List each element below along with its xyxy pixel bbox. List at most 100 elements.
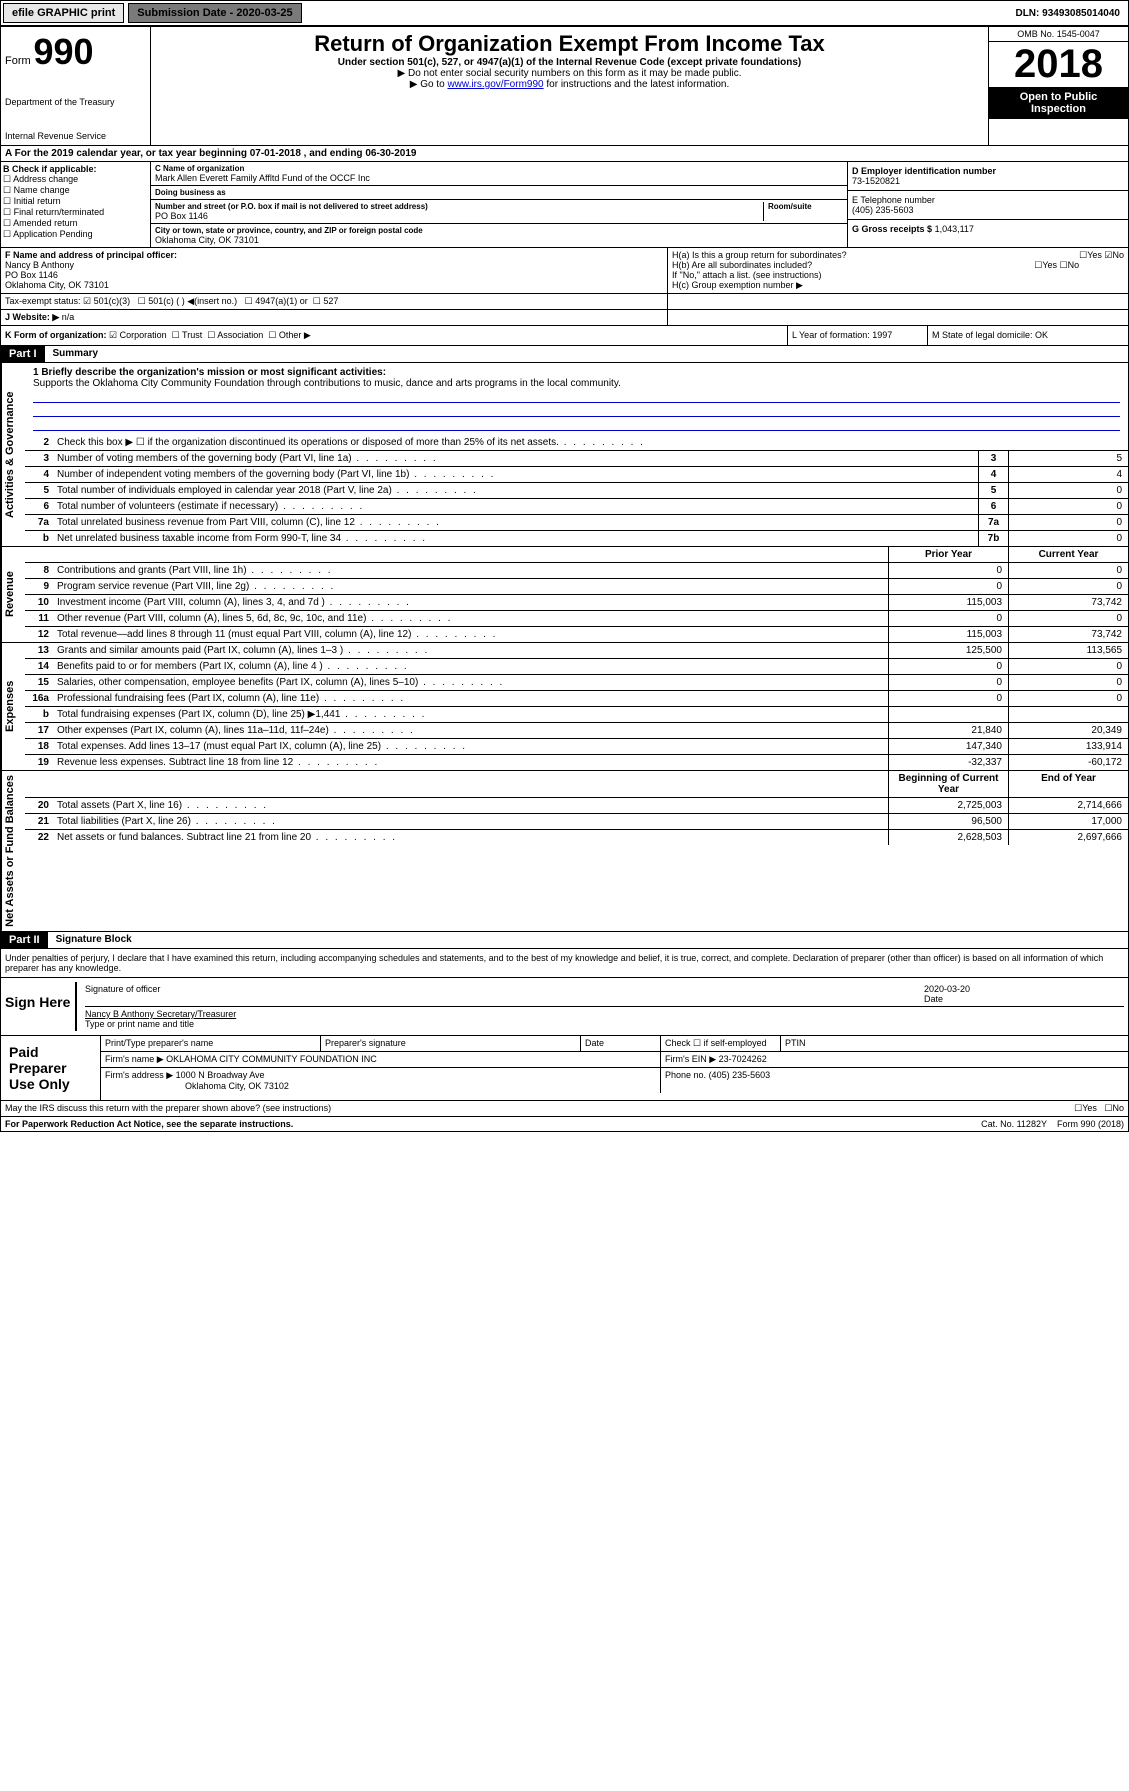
firm-phone-label: Phone no. [665,1070,706,1080]
other-opt[interactable]: Other ▶ [279,330,311,340]
side-balances: Net Assets or Fund Balances [1,771,25,931]
form-title: Return of Organization Exempt From Incom… [155,31,984,57]
year-formation: L Year of formation: 1997 [788,326,928,345]
mission-q: 1 Briefly describe the organization's mi… [33,367,1120,378]
chk-application-pending[interactable]: Application Pending [3,229,148,240]
sig-date-label: Date [924,994,1124,1004]
part1-header-row: Part I Summary [0,346,1129,363]
dept-treasury: Department of the Treasury [5,97,146,107]
perjury-statement: Under penalties of perjury, I declare th… [0,949,1129,978]
assoc-opt[interactable]: Association [217,330,263,340]
data-line: 15Salaries, other compensation, employee… [25,675,1128,691]
part1-title: Summary [45,346,107,362]
col-defg: D Employer identification number 73-1520… [848,162,1128,247]
chk-initial-return[interactable]: Initial return [3,196,148,207]
omb-number: OMB No. 1545-0047 [989,27,1128,42]
org-address: PO Box 1146 [155,211,763,221]
col-b-label: B Check if applicable: [3,164,148,174]
hb-no[interactable]: No [1068,260,1080,270]
tax-year: 2018 [989,42,1128,87]
line-a: A For the 2019 calendar year, or tax yea… [0,146,1129,162]
ha-line: H(a) Is this a group return for subordin… [672,250,1124,260]
begin-year-header: Beginning of Current Year [888,771,1008,797]
side-governance: Activities & Governance [1,363,25,546]
firm-addr-value: 1000 N Broadway Ave [176,1070,265,1080]
end-year-header: End of Year [1008,771,1128,797]
prep-sig-header: Preparer's signature [321,1036,581,1051]
officer-addr1: PO Box 1146 [5,270,663,280]
irs-link[interactable]: www.irs.gov/Form990 [447,79,543,90]
501c-opt[interactable]: 501(c) ( ) ◀(insert no.) [148,296,237,306]
chk-name-change[interactable]: Name change [3,185,148,196]
part2-header-row: Part II Signature Block [0,932,1129,949]
col-b-checkboxes: B Check if applicable: Address change Na… [1,162,151,247]
trust-opt[interactable]: Trust [182,330,202,340]
col-c: C Name of organization Mark Allen Everet… [151,162,848,247]
efile-button[interactable]: efile GRAPHIC print [3,3,124,23]
501c3-opt[interactable]: 501(c)(3) [94,296,131,306]
paid-prep-label: Paid Preparer Use Only [1,1036,101,1100]
mission-text: Supports the Oklahoma City Community Fou… [33,378,1120,389]
ein-value: 73-1520821 [852,176,1124,186]
discuss-yes[interactable]: Yes [1082,1103,1097,1114]
chk-final-return[interactable]: Final return/terminated [3,207,148,218]
part1-badge: Part I [1,346,45,362]
side-revenue: Revenue [1,547,25,642]
data-line: 19Revenue less expenses. Subtract line 1… [25,755,1128,770]
prep-name-header: Print/Type preparer's name [101,1036,321,1051]
officer-name: Nancy B Anthony [5,260,663,270]
tax-status-label: Tax-exempt status: [5,296,81,306]
discuss-row: May the IRS discuss this return with the… [0,1101,1129,1117]
title-center: Return of Organization Exempt From Incom… [151,27,988,145]
submission-date-button[interactable]: Submission Date - 2020-03-25 [128,3,301,23]
form-name-footer: Form 990 (2018) [1057,1119,1124,1129]
data-line: 11Other revenue (Part VIII, column (A), … [25,611,1128,627]
org-name: Mark Allen Everett Family Affltd Fund of… [155,173,843,183]
data-line: bTotal fundraising expenses (Part IX, co… [25,707,1128,723]
room-label: Room/suite [768,202,843,211]
paid-preparer-section: Paid Preparer Use Only Print/Type prepar… [0,1036,1129,1101]
corp-opt[interactable]: Corporation [120,330,167,340]
form-number-box: Form 990 Department of the Treasury Inte… [1,27,151,145]
governance-section: Activities & Governance 1 Briefly descri… [0,363,1129,547]
prior-year-header: Prior Year [888,547,1008,562]
blue-line [33,389,1120,403]
addr-label: Number and street (or P.O. box if mail i… [155,202,763,211]
hb-yes[interactable]: Yes [1042,260,1057,270]
chk-amended-return[interactable]: Amended return [3,218,148,229]
data-line: 22Net assets or fund balances. Subtract … [25,830,1128,845]
sign-here-label: Sign Here [5,982,75,1031]
form-org-label: K Form of organization: [5,330,107,340]
current-year-header: Current Year [1008,547,1128,562]
firm-name-value: OKLAHOMA CITY COMMUNITY FOUNDATION INC [166,1054,377,1064]
gov-line: 7aTotal unrelated business revenue from … [25,515,1128,531]
527-opt[interactable]: 527 [323,296,338,306]
ha-yes[interactable]: Yes [1087,250,1102,260]
gov-line: 4Number of independent voting members of… [25,467,1128,483]
data-line: 16aProfessional fundraising fees (Part I… [25,691,1128,707]
discuss-no[interactable]: No [1112,1103,1124,1114]
row-k: K Form of organization: ☑ Corporation ☐ … [0,326,1129,346]
gross-label: G Gross receipts $ [852,224,932,234]
officer-printed-name: Nancy B Anthony Secretary/Treasurer [85,1009,236,1019]
data-line: 14Benefits paid to or for members (Part … [25,659,1128,675]
chk-address-change[interactable]: Address change [3,174,148,185]
note-link-line: ▶ Go to www.irs.gov/Form990 for instruct… [155,79,984,90]
form-label: Form [5,55,31,67]
website-row: J Website: ▶ n/a [0,310,1129,326]
4947-opt[interactable]: 4947(a)(1) or [255,296,308,306]
data-line: 9Program service revenue (Part VIII, lin… [25,579,1128,595]
note-ssn: ▶ Do not enter social security numbers o… [155,68,984,79]
tax-status-row: Tax-exempt status: ☑ 501(c)(3) ☐ 501(c) … [0,294,1129,310]
part2-badge: Part II [1,932,48,948]
data-line: 12Total revenue—add lines 8 through 11 (… [25,627,1128,642]
firm-city-value: Oklahoma City, OK 73102 [105,1081,656,1091]
ha-no[interactable]: No [1112,250,1124,260]
prep-self-emp[interactable]: Check ☐ if self-employed [661,1036,781,1051]
data-line: 21Total liabilities (Part X, line 26)96,… [25,814,1128,830]
rev-header: Prior Year Current Year [25,547,1128,563]
hb-text: H(b) Are all subordinates included? [672,260,812,270]
cat-no: Cat. No. 11282Y [981,1119,1047,1129]
bal-header: Beginning of Current Year End of Year [25,771,1128,798]
revenue-section: Revenue Prior Year Current Year 8Contrib… [0,547,1129,643]
